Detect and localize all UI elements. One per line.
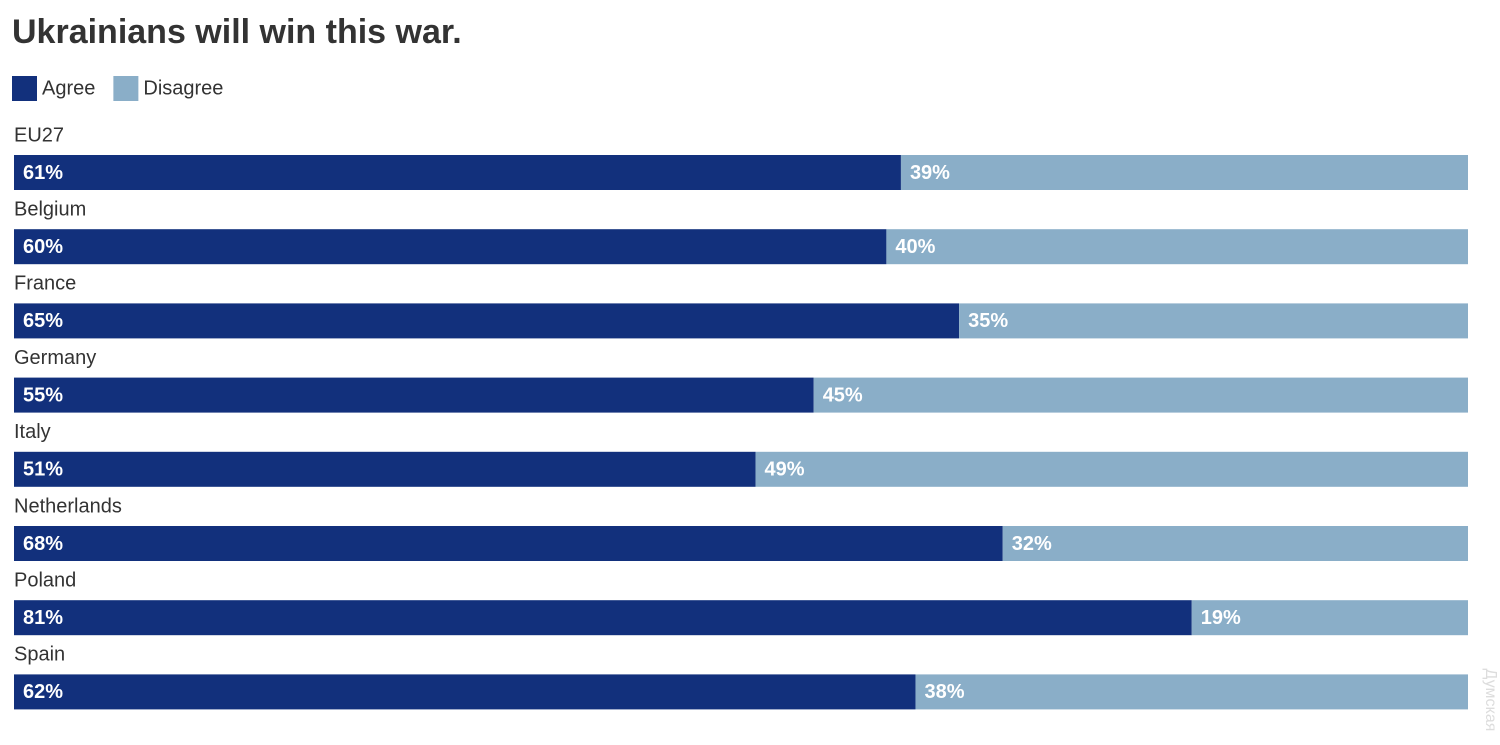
bar-segment: [14, 674, 916, 710]
value-label: 49%: [765, 459, 805, 481]
watermark: Думская: [1482, 669, 1499, 732]
bar-segment: [14, 526, 1003, 561]
value-label: 60%: [23, 236, 63, 258]
bar-segment: [14, 600, 1192, 636]
bar-segment: [14, 155, 901, 190]
bar-segment: [959, 303, 1468, 339]
category-label: Germany: [14, 347, 96, 369]
bar-segment: [813, 377, 1468, 413]
bar-segment: [14, 229, 887, 265]
value-label: 68%: [23, 533, 63, 555]
value-label: 62%: [23, 681, 63, 703]
value-label: 81%: [23, 607, 63, 629]
value-label: 40%: [895, 236, 935, 258]
legend-swatch: [12, 76, 37, 101]
legend-label: Agree: [42, 77, 95, 99]
chart-title: Ukrainians will win this war.: [12, 13, 462, 51]
value-label: 61%: [23, 162, 63, 184]
legend-swatch: [113, 76, 139, 101]
value-label: 35%: [968, 310, 1008, 332]
value-label: 51%: [23, 459, 63, 481]
value-label: 65%: [23, 310, 63, 332]
category-label: Spain: [14, 644, 65, 666]
category-label: Belgium: [14, 198, 86, 220]
bar-segment: [900, 155, 1468, 190]
category-label: Netherlands: [14, 495, 122, 517]
bar-segment: [755, 451, 1468, 487]
bar-segment: [1002, 526, 1468, 561]
value-label: 39%: [910, 162, 950, 184]
category-label: Italy: [14, 421, 51, 443]
value-label: 19%: [1201, 607, 1241, 629]
category-label: France: [14, 273, 76, 295]
value-label: 55%: [23, 384, 63, 406]
bar-segment: [14, 451, 756, 487]
value-label: 45%: [823, 384, 863, 406]
bar-segment: [915, 674, 1468, 710]
bar-segment: [14, 303, 960, 339]
category-label: EU27: [14, 124, 64, 146]
category-label: Poland: [14, 569, 76, 591]
legend-label: Disagree: [143, 77, 223, 99]
bar-segment: [14, 377, 814, 413]
value-label: 32%: [1012, 533, 1052, 555]
value-label: 38%: [924, 681, 964, 703]
bar-segment: [1191, 600, 1468, 636]
bar-segment: [886, 229, 1468, 265]
